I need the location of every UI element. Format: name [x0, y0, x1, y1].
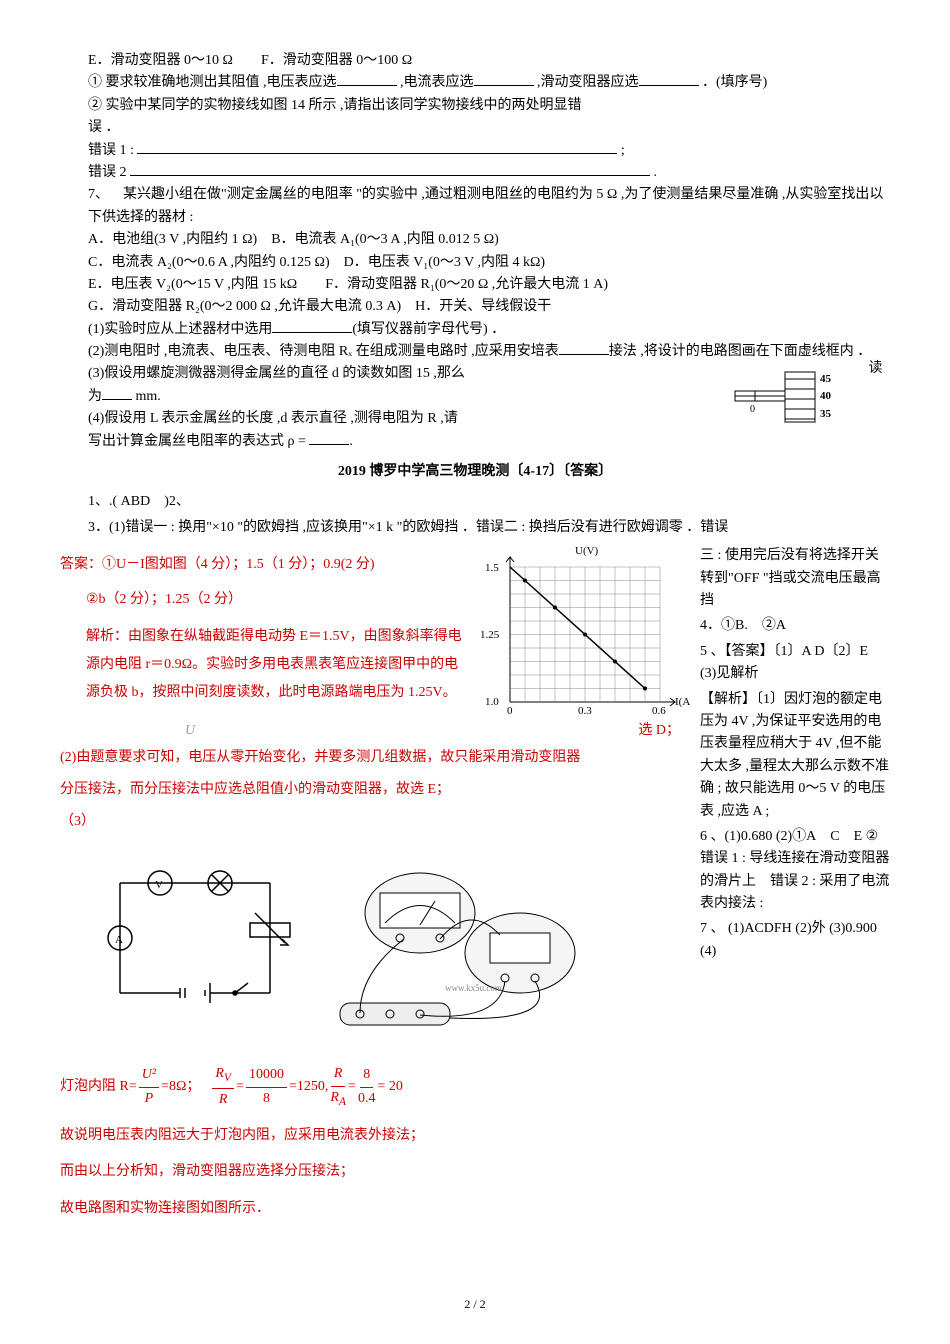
section-q7: 7、 某兴趣小组在做"测定金属丝的电阻率 "的实验中 ,通过粗测电阻丝的电阻约为… [60, 184, 890, 453]
answer-title: 2019 博罗中学高三物理晚测〔4-17〕〔答案〕 [60, 461, 890, 483]
q7-a: A．电池组(3 V ,内阻约 1 Ω) B．电流表 A₁(0～3 A ,内阻 0… [60, 229, 890, 251]
q7-c: C．电流表 A₂(0～0.6 A ,内阻约 0.125 Ω) D．电压表 V₁(… [60, 252, 890, 274]
ans-concl2: 而由以上分析知，滑动变阻器应选择分压接法； [60, 1161, 690, 1183]
svg-text:0.6: 0.6 [652, 705, 666, 717]
micrometer-icon: 0 45 40 35 [730, 367, 860, 427]
q7-3-wrap: (3)假设用螺旋测微器测得金属丝的直径 d 的读数如图 15 ,那么 为 mm.… [60, 363, 890, 453]
ans-1: 1、.( ABD )2、 [60, 491, 890, 513]
frac-rvr: RVR [212, 1063, 234, 1111]
page-number: 2 / 2 [0, 1295, 950, 1314]
q1-line: ① 要求较准确地测出其阻值 ,电压表应选 ,电流表应选 ,滑动变阻器应选 ．(填… [60, 72, 890, 94]
ui-graph: U(V) I(A) 1.5 1.25 1.0 0 0.3 [480, 542, 690, 717]
option-e-f: E．滑动变阻器 0～10 Ω F．滑动变阻器 0～100 Ω [60, 50, 890, 72]
ans-red4: (2)由题意要求可知，电压从零开始变化，并要多测几组数据，故只能采用滑动变阻器 [60, 747, 690, 769]
svg-text:0: 0 [750, 404, 755, 415]
r5: 5 、【答案】〔1〕A D〔2〕E (3)见解析 [700, 641, 890, 686]
ans-red2: ②b（2 分）；1.25（2 分） [60, 589, 472, 611]
equation: 灯泡内阻 R= U²P =8Ω； RVR = 100008 =1250, RRA [60, 1063, 690, 1111]
q7-g: G．滑动变阻器 R₂(0～2 000 Ω ,允许最大电流 0.3 A) H．开关… [60, 296, 890, 318]
ans-red6: （3） [60, 811, 690, 833]
mm-40: 40 [820, 390, 832, 402]
r3: 三 : 使用完后没有将选择开关转到"OFF "挡或交流电压最高挡 [700, 545, 890, 612]
svg-text:0.3: 0.3 [578, 705, 592, 717]
ans-concl3: 故电路图和实物连接图如图所示． [60, 1198, 690, 1220]
svg-text:I(A): I(A) [675, 696, 690, 708]
frac-8-04: 80.4 [358, 1064, 376, 1110]
frac-rra: RRA [330, 1063, 346, 1111]
ans-red1: 答案：①U－I图如图（4 分）；1.5（1 分）；0.9(2 分) [60, 554, 472, 576]
section-top: E．滑动变阻器 0～10 Ω F．滑动变阻器 0～100 Ω ① 要求较准确地测… [60, 50, 890, 184]
q7-2: (2)测电阻时 ,电流表、电压表、待测电阻 Rₓ 在组成测量电路时 ,应采用安培… [60, 341, 890, 363]
mm-45: 45 [820, 373, 832, 385]
ans-3: 3．(1)错误一 : 换用"×10 "的欧姆挡 ,应该换用"×1 k "的欧姆挡… [60, 517, 890, 539]
frac-10000-8: 100008 [246, 1064, 287, 1110]
q2a: ② 实验中某同学的实物接线如图 14 所示 ,请指出该同学实物接线中的两处明显错 [60, 95, 890, 117]
svg-text:U(V): U(V) [575, 545, 599, 557]
q7-intro: 7、 某兴趣小组在做"测定金属丝的电阻率 "的实验中 ,通过粗测电阻丝的电阻约为… [60, 184, 890, 229]
err2: 错误 2 . [60, 162, 890, 184]
circuit-diagram: V A [100, 843, 600, 1043]
r6: 6 、(1)0.680 (2)①A C E ②错误 1 : 导线连接在滑动变阻器… [700, 826, 890, 916]
q7-e: E．电压表 V₂(0～15 V ,内阻 15 kΩ F．滑动变阻器 R₁(0～2… [60, 274, 890, 296]
frac-u2p: U²P [139, 1064, 159, 1110]
q7-1: (1)实验时应从上述器材中选用(填写仪器前字母代号) ． [60, 319, 890, 341]
mm-35: 35 [820, 408, 832, 420]
r4: 4．①B. ②A [700, 615, 890, 637]
r5b: 【解析】〔1〕因灯泡的额定电压为 4V ,为保证平安选用的电压表量程应稍大于 4… [700, 689, 890, 823]
ans-concl1: 故说明电压表内阻远大于灯泡内阻，应采用电流表外接法； [60, 1125, 690, 1147]
r7: 7 、 (1)ACDFH (2)外 (3)0.900 (4) [700, 918, 890, 963]
svg-text:1.5: 1.5 [485, 562, 499, 574]
ans-red3: 解析：由图象在纵轴截距得电动势 E＝1.5V，由图象斜率得电源内电阻 r＝0.9… [60, 623, 472, 707]
ans-red5: 分压接法，而分压接法中应选总阻值小的滑动变阻器，故选 E； [60, 779, 690, 801]
answers: 1、.( ABD )2、 3．(1)错误一 : 换用"×10 "的欧姆挡 ,应该… [60, 491, 890, 1223]
svg-text:1.0: 1.0 [485, 696, 499, 708]
svg-text:A: A [115, 934, 123, 946]
svg-text:0: 0 [507, 705, 513, 717]
q2b: 误 ． [60, 117, 890, 139]
svg-text:www.kx5u.com: www.kx5u.com [445, 983, 502, 993]
svg-text:V: V [155, 879, 163, 891]
svg-text:1.25: 1.25 [480, 629, 500, 641]
err1: 错误 1 : ; [60, 140, 890, 162]
